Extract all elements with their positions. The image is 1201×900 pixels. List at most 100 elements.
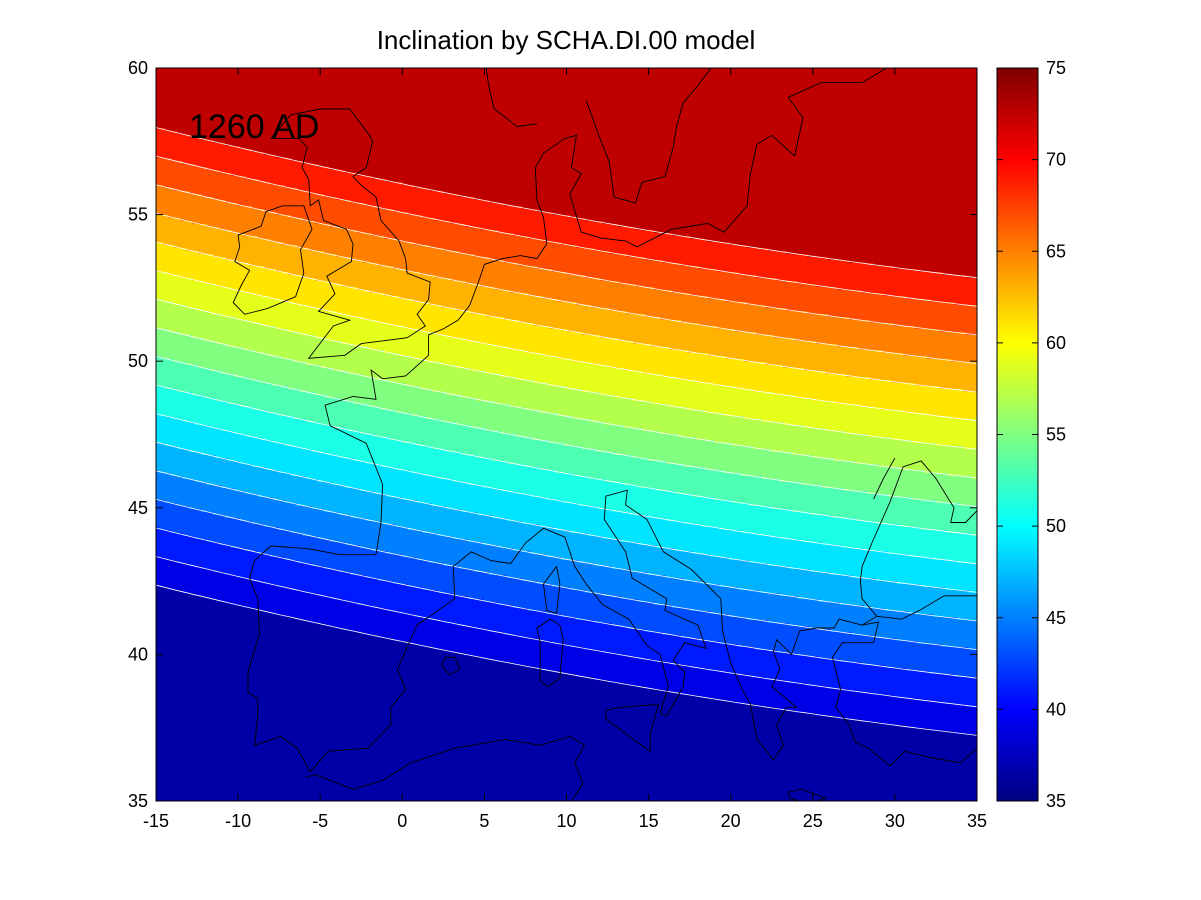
contour-band-cell	[291, 473, 424, 477]
contour-band-cell	[639, 599, 820, 603]
contour-band-cell	[303, 533, 439, 537]
contour-band-cell	[156, 557, 166, 561]
contour-band-cell	[414, 242, 562, 246]
coastline	[543, 566, 561, 614]
contour-band-cell	[156, 572, 226, 576]
contour-line	[156, 556, 977, 708]
contour-band-cell	[459, 251, 610, 255]
contour-lines	[156, 127, 977, 736]
contour-band-cell	[717, 698, 919, 702]
contour-band-cell	[774, 335, 977, 339]
contour-band-cell	[378, 635, 520, 639]
contour-band-cell	[414, 185, 977, 189]
contour-band-cell	[156, 383, 274, 387]
contour-band-cell	[297, 503, 433, 507]
contour-band-cell	[489, 572, 649, 576]
contour-band-cell	[159, 527, 280, 531]
contour-band-cell	[156, 482, 208, 486]
contour-band-cell	[783, 365, 977, 369]
contour-band-cell	[822, 485, 977, 489]
contour-band-cell	[387, 494, 532, 498]
contour-band-cell	[207, 224, 331, 228]
contour-line	[156, 241, 977, 393]
contour-band-cell	[156, 635, 379, 639]
contour-band-cell	[849, 260, 977, 264]
contour-band-cell	[156, 194, 202, 198]
contour-band-cell	[579, 560, 751, 564]
contour-band-cell	[156, 206, 253, 210]
contour-band-cell	[321, 422, 457, 426]
contour-band-cell	[459, 194, 977, 198]
contour-band-cell	[381, 464, 526, 468]
contour-band-cell	[921, 584, 977, 588]
contour-band-cell	[393, 209, 538, 213]
contour-band-cell	[156, 638, 394, 642]
contour-band-cell	[318, 164, 977, 168]
contour-band-cell	[156, 257, 226, 261]
x-tick-label: 5	[479, 811, 489, 831]
contour-band-cell	[156, 398, 217, 402]
contour-band-cell	[591, 305, 766, 309]
contour-band-cell	[681, 692, 874, 696]
contour-band-cell	[156, 737, 977, 741]
contour-band-cell	[780, 536, 977, 540]
contour-band-cell	[300, 446, 433, 450]
contour-band-cell	[285, 500, 418, 504]
contour-band-cell	[156, 491, 247, 495]
contour-band-cell	[372, 548, 514, 552]
contour-band-cell	[240, 518, 367, 522]
contour-band-cell	[633, 455, 814, 459]
coastline	[605, 703, 660, 753]
contour-band-cell	[318, 536, 454, 540]
contour-band-cell	[489, 200, 977, 204]
contour-band-cell	[444, 248, 595, 252]
contour-band-cell	[570, 587, 739, 591]
contour-band-cell	[156, 92, 977, 96]
contour-band-cell	[300, 332, 436, 336]
contour-band-cell	[357, 287, 496, 291]
contour-band-cell	[588, 476, 763, 480]
contour-band-cell	[708, 239, 977, 243]
contour-band-cell	[324, 509, 463, 513]
contour-band-cell	[279, 527, 409, 531]
contour-band-cell	[210, 425, 334, 429]
contour-band-cell	[828, 314, 977, 318]
contour-band-cell	[765, 305, 977, 309]
contour-band-cell	[885, 665, 977, 669]
contour-band-cell	[162, 185, 286, 189]
contour-band-cell	[264, 266, 394, 270]
contour-band-cell	[486, 371, 643, 375]
colorbar-ticks: 35 40 45 50 55 60 65 70 75	[997, 58, 1066, 811]
contour-band-cell	[156, 515, 226, 519]
contour-band-cell	[156, 173, 232, 177]
contour-band-cell	[156, 488, 235, 492]
contour-band-cell	[321, 365, 457, 369]
contour-band-cell	[420, 272, 568, 276]
contour-band-cell	[156, 626, 337, 630]
contour-band-cell	[492, 515, 649, 519]
contour-band-cell	[954, 674, 977, 678]
contour-band-cell	[816, 713, 977, 717]
contour-band-cell	[345, 542, 484, 546]
contour-band-cell	[690, 608, 886, 612]
contour-band-cell	[357, 602, 499, 606]
contour-band-cell	[402, 440, 550, 444]
contour-band-cell	[501, 488, 658, 492]
contour-band-cell	[744, 359, 952, 363]
contour-band-cell	[705, 410, 904, 414]
contour-band-cell	[156, 410, 268, 414]
contour-band-cell	[954, 302, 977, 306]
contour-band-cell	[384, 350, 526, 354]
contour-band-cell	[156, 167, 208, 171]
contour-band-cell	[669, 404, 859, 408]
contour-band-cell	[435, 332, 583, 336]
contour-band-cell	[156, 218, 181, 222]
y-tick-label: 35	[128, 791, 148, 811]
contour-band-cell	[498, 545, 658, 549]
contour-band-cell	[537, 638, 700, 642]
contour-band-cell	[771, 449, 977, 453]
y-tick-label: 40	[128, 644, 148, 664]
contour-band-cell	[156, 746, 977, 750]
contour-band-cell	[255, 407, 382, 411]
contour-band-cell	[477, 455, 634, 459]
